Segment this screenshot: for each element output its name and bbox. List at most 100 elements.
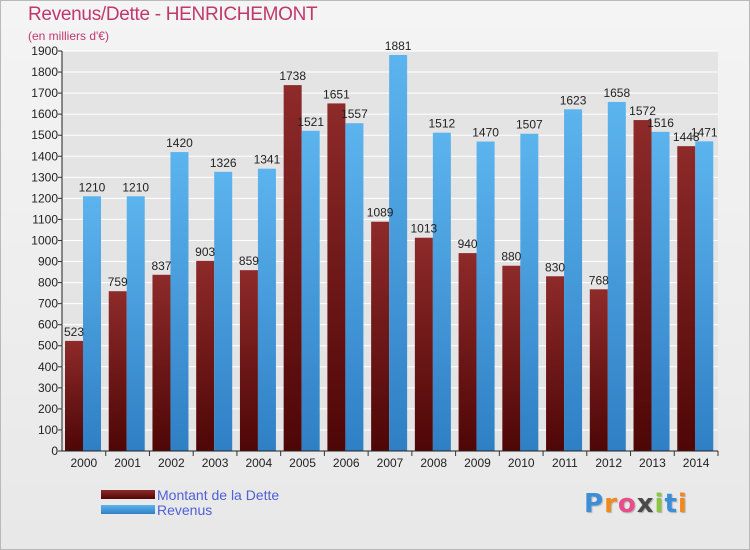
- data-label-revenus: 1420: [166, 136, 193, 150]
- y-tick-label: 600: [38, 318, 58, 332]
- data-label-dette: 903: [195, 245, 215, 259]
- y-tick-label: 300: [38, 381, 58, 395]
- bar-dette: [283, 85, 302, 452]
- data-label-dette: 768: [589, 273, 609, 287]
- y-tick-label: 1900: [31, 44, 58, 58]
- bar-dette: [239, 270, 258, 451]
- x-tick-label: 2002: [158, 456, 185, 470]
- y-tick-label: 500: [38, 339, 58, 353]
- logo-letter: x: [636, 489, 655, 519]
- x-tick-label: 2012: [595, 456, 622, 470]
- data-label-dette: 830: [545, 260, 565, 274]
- data-label-revenus: 1516: [647, 116, 674, 130]
- y-tick-label: 200: [38, 402, 58, 416]
- data-label-revenus: 1210: [79, 180, 106, 194]
- bar-revenus: [301, 130, 320, 451]
- y-tick-label: 700: [38, 297, 58, 311]
- bar-revenus: [170, 152, 189, 452]
- y-tick-label: 1100: [32, 212, 58, 226]
- logo-letter: o: [617, 489, 637, 519]
- bar-dette: [677, 146, 696, 451]
- x-tick-label: 2007: [377, 456, 404, 470]
- x-tick-label: 2006: [333, 456, 360, 470]
- data-label-dette: 1738: [279, 69, 306, 83]
- bar-revenus: [257, 168, 276, 451]
- data-label-dette: 1651: [323, 87, 350, 101]
- y-tick-label: 1400: [31, 149, 58, 163]
- data-label-dette: 1089: [367, 206, 394, 220]
- bar-revenus: [389, 55, 408, 451]
- y-tick-label: 1500: [31, 128, 58, 142]
- bar-revenus: [345, 123, 364, 452]
- bar-revenus: [126, 196, 145, 451]
- bar-dette: [108, 291, 127, 451]
- bar-dette: [371, 221, 390, 451]
- logo-letter: P: [584, 489, 605, 519]
- x-tick-label: 2013: [639, 456, 666, 470]
- bar-revenus: [432, 132, 451, 451]
- logo-letter: r: [604, 489, 618, 519]
- data-label-revenus: 1623: [560, 93, 587, 107]
- data-label-revenus: 1326: [210, 156, 237, 170]
- bar-revenus: [214, 171, 233, 451]
- data-label-revenus: 1521: [297, 115, 324, 129]
- y-tick-label: 800: [38, 276, 58, 290]
- y-tick-label: 400: [38, 360, 58, 374]
- bar-dette: [502, 265, 521, 451]
- data-label-revenus: 1507: [516, 118, 543, 132]
- y-tick-label: 1200: [31, 191, 58, 205]
- y-tick-label: 1300: [31, 170, 58, 184]
- bar-revenus: [651, 131, 670, 451]
- data-label-dette: 523: [64, 325, 84, 339]
- data-label-dette: 1572: [629, 104, 656, 118]
- legend: Montant de la Dette Revenus: [101, 486, 280, 518]
- x-tick-label: 2003: [202, 456, 229, 470]
- bar-dette: [546, 276, 565, 451]
- bar-revenus: [83, 196, 101, 451]
- legend-item-dette: Montant de la Dette: [101, 486, 280, 503]
- bar-dette: [458, 253, 477, 451]
- bar-dette: [589, 289, 608, 451]
- data-label-dette: 880: [501, 250, 521, 264]
- logo-letter: i: [654, 489, 665, 519]
- legend-label-revenus: Revenus: [157, 501, 213, 518]
- data-label-revenus: 1512: [429, 117, 456, 131]
- y-tick-label: 1800: [31, 65, 58, 79]
- x-tick-label: 2010: [508, 456, 535, 470]
- data-label-revenus: 1471: [691, 125, 718, 139]
- proxiti-logo: Proxiti: [584, 489, 688, 519]
- x-tick-label: 2008: [420, 456, 447, 470]
- x-tick-label: 2009: [464, 456, 491, 470]
- data-label-revenus: 1470: [472, 126, 499, 140]
- bar-revenus: [476, 141, 495, 452]
- data-label-revenus: 1658: [603, 86, 630, 100]
- data-label-revenus: 1341: [254, 153, 281, 167]
- bar-revenus: [520, 133, 539, 451]
- y-tick-label: 1000: [31, 233, 58, 247]
- bar-revenus: [695, 141, 714, 451]
- legend-item-revenus: Revenus: [101, 501, 279, 518]
- bar-revenus: [607, 101, 626, 452]
- y-tick-label: 100: [38, 423, 58, 437]
- logo-letter: t: [664, 489, 678, 519]
- x-tick-label: 2000: [71, 456, 98, 470]
- data-label-dette: 759: [108, 275, 128, 289]
- data-label-revenus: 1557: [341, 107, 368, 121]
- chart-subtitle: (en milliers d'€): [28, 29, 109, 43]
- bar-dette: [196, 260, 215, 451]
- data-label-revenus: 1210: [122, 180, 149, 194]
- legend-label-dette: Montant de la Dette: [157, 486, 280, 503]
- data-label-dette: 940: [458, 237, 478, 251]
- legend-swatch-revenus: [101, 505, 155, 514]
- data-label-revenus: 1881: [385, 39, 412, 53]
- x-tick-label: 2004: [245, 456, 272, 470]
- y-tick-label: 1600: [31, 107, 58, 121]
- x-tick-label: 2011: [552, 456, 578, 470]
- data-label-dette: 837: [151, 259, 171, 273]
- chart-title: Revenus/Dette - HENRICHEMONT: [28, 4, 318, 25]
- y-tick-label: 0: [51, 444, 58, 458]
- data-label-dette: 1013: [411, 222, 438, 236]
- logo-letter: i: [677, 489, 688, 519]
